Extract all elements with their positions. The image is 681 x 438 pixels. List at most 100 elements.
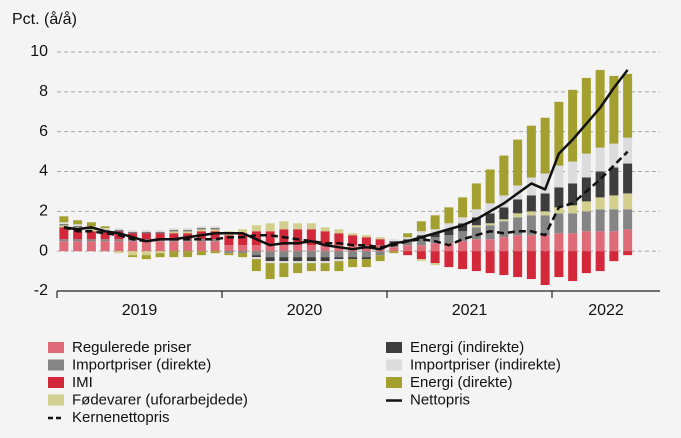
- bar-segment: [623, 163, 633, 194]
- bar-segment: [458, 217, 468, 224]
- bar-segment: [416, 231, 426, 236]
- bar-segment: [375, 251, 385, 256]
- bar-segment: [609, 209, 619, 232]
- bar-segment: [499, 237, 509, 252]
- bar-segment: [623, 73, 633, 138]
- bar-segment: [499, 195, 509, 208]
- bar-segment: [623, 229, 633, 252]
- bar-segment: [609, 167, 619, 196]
- bar-segment: [279, 245, 289, 252]
- x-group-label: 2022: [588, 302, 624, 319]
- bar-segment: [361, 257, 371, 260]
- bar-segment: [568, 161, 578, 184]
- bar-segment: [141, 230, 151, 233]
- bar-segment: [100, 226, 110, 229]
- legend-label: Energi (direkte): [410, 374, 513, 391]
- bar-segment: [320, 251, 330, 258]
- bar-segment: [238, 233, 248, 246]
- bar-segment: [499, 219, 509, 222]
- legend-label: Nettopris: [410, 391, 470, 408]
- bar-segment: [279, 251, 289, 258]
- bar-segment: [471, 251, 481, 272]
- bar-segment: [361, 235, 371, 238]
- bar-segment: [540, 211, 550, 216]
- bar-segment: [59, 239, 69, 242]
- bar-segment: [114, 241, 124, 252]
- bar-segment: [348, 235, 358, 246]
- bar-segment: [320, 257, 330, 262]
- bar-segment: [540, 215, 550, 236]
- bar-segment: [540, 193, 550, 212]
- bar-segment: [238, 229, 248, 234]
- bar-segment: [86, 231, 96, 240]
- bar-segment: [471, 225, 481, 228]
- bar-segment: [403, 241, 413, 246]
- bar-segment: [581, 231, 591, 252]
- line-series: [63, 150, 629, 249]
- bar-segment: [513, 213, 523, 218]
- bar-segment: [458, 197, 468, 218]
- bar-segment: [375, 237, 385, 240]
- bar-segment: [141, 241, 151, 252]
- bar-segment: [196, 239, 206, 242]
- bar-segment: [210, 251, 220, 254]
- bar-segment: [183, 228, 193, 231]
- bar-segment: [100, 231, 110, 240]
- bar-segment: [334, 251, 344, 258]
- bar-segment: [128, 255, 138, 258]
- bar-segment: [251, 259, 261, 272]
- bar-segment: [416, 239, 426, 246]
- bar-segment: [169, 251, 179, 258]
- bar-segment: [526, 215, 536, 236]
- bar-segment: [458, 251, 468, 270]
- bar-segment: [155, 241, 165, 252]
- bar-segment: [210, 229, 220, 232]
- bar-segment: [540, 251, 550, 286]
- bar-segment: [595, 147, 605, 172]
- bar-segment: [513, 139, 523, 186]
- bar-segment: [265, 231, 275, 246]
- bar-segment: [320, 231, 330, 246]
- bar-segment: [169, 228, 179, 231]
- legend-swatch: [48, 342, 64, 353]
- bar-segment: [526, 195, 536, 212]
- x-group-label: 2020: [287, 302, 323, 319]
- bar-segment: [183, 230, 193, 232]
- bar-segment: [334, 233, 344, 246]
- legend-swatch: [48, 377, 64, 388]
- bar-segment: [485, 169, 495, 204]
- bar-segment: [609, 251, 619, 262]
- bar-segment: [471, 183, 481, 210]
- bar-segment: [265, 263, 275, 280]
- bar-segment: [568, 233, 578, 252]
- y-tick-label: -2: [34, 282, 48, 299]
- bar-segment: [389, 247, 399, 252]
- bar-segment: [155, 253, 165, 258]
- bar-segment: [403, 251, 413, 256]
- bar-segment: [169, 230, 179, 232]
- bar-segment: [196, 228, 206, 230]
- y-tick-label: 2: [39, 203, 48, 220]
- bar-segment: [155, 232, 165, 234]
- bar-segment: [306, 257, 316, 262]
- bar-segment: [100, 241, 110, 252]
- bar-segment: [595, 231, 605, 252]
- bar-segment: [513, 251, 523, 278]
- legend-swatch: [386, 359, 402, 371]
- bar-segment: [306, 261, 316, 264]
- bar-segment: [526, 211, 536, 216]
- bar-segment: [540, 117, 550, 174]
- bar-segment: [293, 263, 303, 274]
- legend-label: Energi (indirekte): [410, 339, 524, 356]
- x-group-label: 2019: [122, 302, 158, 319]
- bar-segment: [141, 251, 151, 256]
- bar-segment: [293, 257, 303, 262]
- bar-segment: [513, 199, 523, 214]
- bar-segment: [238, 251, 248, 254]
- bar-segment: [293, 229, 303, 246]
- bar-segment: [389, 239, 399, 242]
- bar-segment: [224, 235, 234, 246]
- bar-segment: [114, 228, 124, 231]
- bar-segment: [265, 261, 275, 264]
- bar-segment: [581, 77, 591, 154]
